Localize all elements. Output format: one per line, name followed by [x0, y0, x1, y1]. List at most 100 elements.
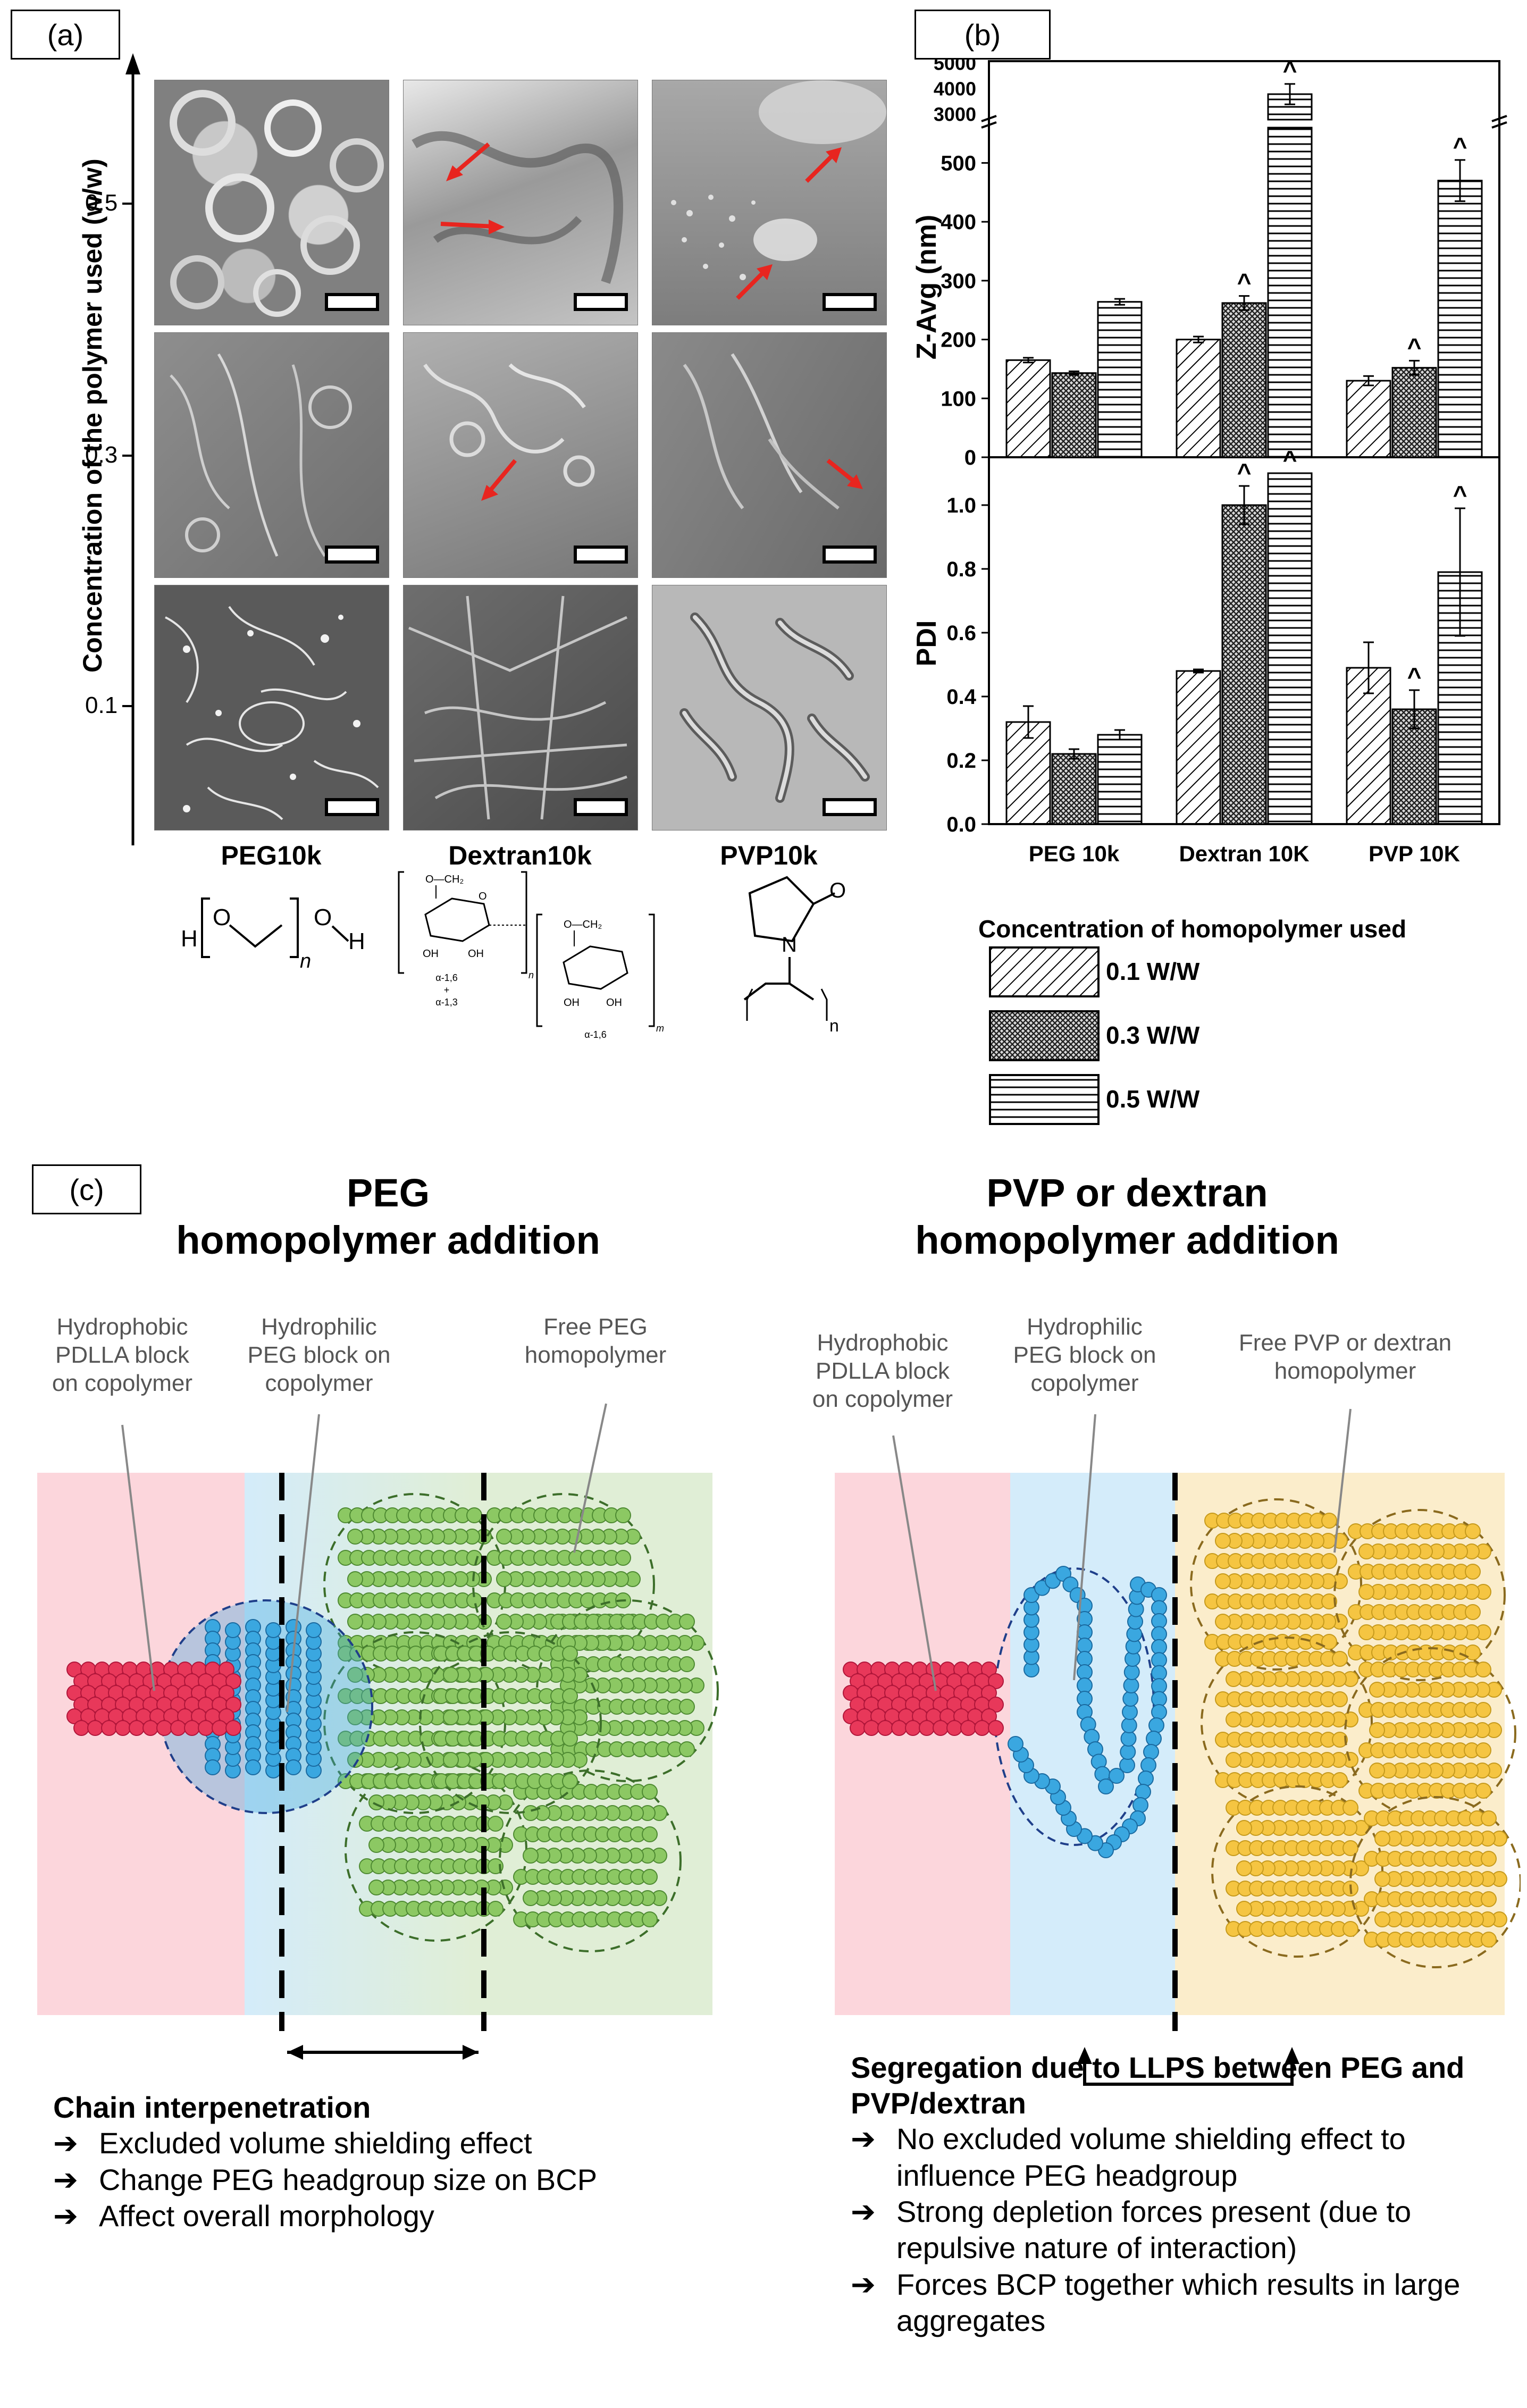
pointer-line	[286, 1414, 320, 1713]
svg-text:O—CH₂: O—CH₂	[564, 919, 602, 930]
right-schematic	[835, 1408, 1521, 2086]
svg-text:m: m	[656, 1023, 664, 1034]
zavg-bar	[1221, 302, 1267, 458]
peg-block-chain	[1008, 1566, 1167, 1858]
pvp-structure: O N n	[743, 876, 846, 1035]
right-ann-peg-block: Hydrophilic PEG block on copolymer	[1013, 1314, 1156, 1396]
free-peg-chain	[513, 1784, 667, 1927]
tem-pvp-0-3	[652, 332, 887, 578]
zavg-bar	[1176, 339, 1221, 458]
svg-text:O: O	[213, 904, 231, 930]
panel-a-axis	[122, 53, 140, 845]
legend-swatch-0-5	[989, 1074, 1100, 1125]
pdi-bar	[1051, 753, 1097, 825]
tem-peg-0-5	[154, 80, 389, 325]
svg-text:H: H	[181, 926, 198, 952]
left-ann-peg-block: Hydrophilic PEG block on copolymer	[247, 1314, 391, 1396]
pdi-significance-marker: ^	[1283, 446, 1297, 473]
zavg-bar	[1267, 127, 1313, 458]
free-pvp-chain	[1226, 1800, 1369, 1937]
scalebar	[325, 546, 379, 564]
zavg-bar	[1097, 301, 1143, 458]
legend-label-0-3: 0.3 W/W	[1106, 1021, 1200, 1049]
col-label-dextran: Dextran10k	[448, 841, 592, 870]
panel-a-y-axis-label: Concentration of the polymer used (w/w)	[78, 158, 107, 673]
pointer-line	[892, 1435, 937, 1691]
free-peg-chain	[338, 1507, 492, 1651]
zavg-significance-marker: ^	[1407, 333, 1422, 360]
svg-text:OH: OH	[564, 997, 580, 1009]
zavg-tick-label: 500	[941, 152, 976, 175]
pdi-bar	[1437, 571, 1483, 825]
free-pvp-chain	[1204, 1513, 1348, 1650]
hydrophobic-region	[835, 1473, 1010, 2015]
zavg-tick-label: 400	[941, 211, 976, 234]
pdi-bar	[1267, 472, 1313, 825]
right-bullet-3: ➔ Forces BCP together which results in la…	[851, 2267, 1461, 2337]
pdi-tick-label: 1.0	[946, 494, 976, 517]
left-ann-pdlla: Hydrophobic PDLLA block on copolymer	[52, 1314, 193, 1396]
svg-text:n: n	[300, 950, 311, 972]
scalebar	[823, 798, 877, 816]
axis-break	[981, 115, 997, 122]
zavg-bar	[1346, 380, 1391, 458]
col-label-peg: PEG10k	[221, 841, 322, 870]
legend-label-0-5: 0.5 W/W	[1106, 1085, 1200, 1113]
scalebar	[325, 798, 379, 816]
pdi-tick-label: 0.6	[946, 622, 976, 645]
free-peg-chain	[550, 1614, 704, 1757]
svg-text:α-1,3: α-1,3	[435, 997, 457, 1008]
free-peg-chain	[486, 1507, 641, 1651]
scalebar	[574, 798, 628, 816]
panel-b-label: (b)	[914, 10, 1051, 60]
left-bullet-3: ➔ Affect overall morphology	[53, 2199, 434, 2233]
right-bullet-2: ➔ Strong depletion forces present (due to…	[851, 2195, 1412, 2265]
left-title: PEG homopolymer addition	[176, 1171, 600, 1262]
axis-break	[981, 121, 997, 129]
tem-dextran-0-1	[403, 585, 638, 830]
pdi-ylabel: PDI	[911, 620, 942, 667]
pdi-tick-label: 0.8	[946, 558, 976, 581]
pdlla-block	[843, 1662, 1004, 1736]
x-category-label: Dextran 10K	[1179, 841, 1309, 866]
free-pvp-coil-outline	[1333, 1509, 1506, 1681]
svg-text:n: n	[528, 970, 534, 980]
segregation-bracket	[1083, 2063, 1294, 2086]
left-bullet-2: ➔ Change PEG headgroup size on BCP	[53, 2162, 598, 2196]
free-peg-coil-outline	[536, 1599, 719, 1782]
scalebar	[325, 293, 379, 311]
free-peg-chain	[433, 1646, 588, 1789]
arrow-head	[1285, 2047, 1299, 2064]
scalebar	[823, 293, 877, 311]
free-peg-coil-outline	[499, 1769, 682, 1952]
panel-c-label: (c)	[32, 1164, 141, 1214]
scalebar	[574, 293, 628, 311]
pdi-tick-label: 0.4	[946, 685, 976, 709]
zavg-tick-label: 4000	[934, 78, 976, 100]
right-bullet-1: ➔ No excluded volume shielding effect to …	[851, 2122, 1406, 2192]
free-pvp-chain	[1215, 1651, 1358, 1788]
svg-text:O: O	[829, 879, 846, 902]
pdlla-block	[66, 1662, 241, 1736]
svg-text:O—CH₂: O—CH₂	[425, 874, 464, 885]
zavg-tick-label: 0	[964, 446, 976, 469]
legend-swatch-0-1	[989, 946, 1100, 997]
arrow-head	[463, 2045, 479, 2060]
axis-break	[1491, 115, 1507, 122]
left-bullet-1: ➔ Excluded volume shielding effect	[53, 2126, 532, 2160]
left-description: Chain interpenetration ➔ Excluded volume …	[53, 2090, 691, 2234]
free-pvp-chain	[1364, 1810, 1507, 1948]
left-ann-free-peg: Free PEG homopolymer	[524, 1314, 667, 1368]
dextran-structure: O—CH₂ O OH OH n α-1,6 + α-1,3 O—CH₂ OH O…	[398, 871, 664, 1040]
tick-0-5: 0.5	[85, 190, 118, 216]
arrow-head	[1077, 2047, 1092, 2064]
right-title: PVP or dextran homopolymer addition	[915, 1171, 1339, 1262]
pdi-significance-marker: ^	[1237, 458, 1252, 486]
svg-text:α-1,6: α-1,6	[584, 1029, 606, 1040]
legend-label-0-1: 0.1 W/W	[1106, 958, 1200, 985]
pdi-bar	[1097, 734, 1143, 825]
tem-peg-0-1	[154, 585, 389, 830]
svg-text:O: O	[479, 891, 487, 902]
zavg-significance-marker: ^	[1237, 269, 1252, 296]
pdi-tick-label: 0.0	[946, 813, 976, 836]
